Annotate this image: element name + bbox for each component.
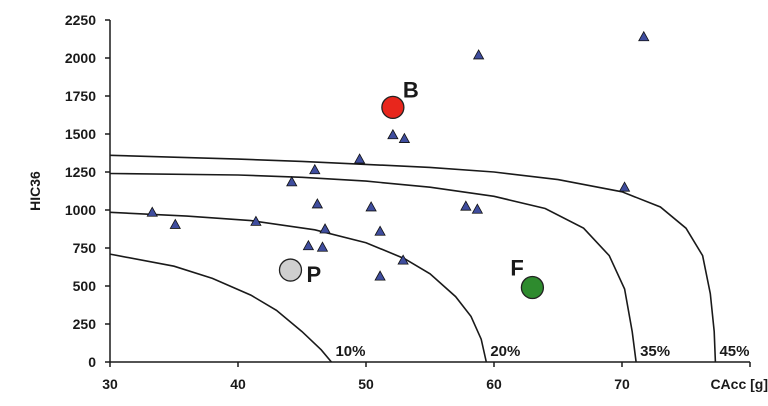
- point-B: [381, 95, 405, 120]
- triangle-point: [146, 206, 158, 217]
- triangle-point: [374, 225, 386, 236]
- curve-45pct: [109, 154, 717, 363]
- triangle-point: [316, 241, 329, 252]
- y-tick-label: 750: [73, 240, 97, 256]
- triangle-point: [302, 239, 315, 251]
- curve-label-35pct: 35%: [640, 343, 670, 360]
- y-tick-label: 2250: [65, 12, 96, 28]
- curve-label-10pct: 10%: [335, 343, 365, 360]
- curve-label-20pct: 20%: [490, 343, 520, 360]
- point-label-P: P: [306, 262, 321, 287]
- data-points: [146, 30, 650, 300]
- curve-20pct: [109, 211, 488, 363]
- triangle-point: [387, 128, 399, 140]
- triangle-point: [397, 254, 409, 265]
- triangle-point: [309, 163, 321, 175]
- x-tick-label: 30: [102, 376, 118, 392]
- x-tick-label: 40: [230, 376, 246, 392]
- triangle-point: [353, 153, 366, 164]
- triangle-point: [398, 132, 411, 143]
- point-label-B: B: [403, 77, 419, 102]
- y-axis-title: HIC36: [27, 171, 43, 211]
- y-tick-label: 1000: [65, 202, 96, 218]
- x-tick-label: 60: [486, 376, 502, 392]
- curve-35pct: [109, 172, 637, 363]
- triangle-point: [365, 201, 377, 212]
- x-tick-label: 50: [358, 376, 374, 392]
- triangle-point: [311, 198, 324, 209]
- point-P: [278, 258, 303, 282]
- y-tick-label: 250: [73, 316, 97, 332]
- y-tick-label: 1750: [65, 88, 96, 104]
- chart-labels: 10% 20% 35% 45% 0 250 500 750 1000 1250 1500 1750 20…: [27, 12, 768, 392]
- triangle-point: [250, 215, 262, 226]
- x-axis-title: CAcc [g]: [710, 376, 768, 392]
- y-tick-label: 1500: [65, 126, 96, 142]
- curve-10pct: [109, 253, 333, 363]
- point-F: [520, 275, 545, 300]
- triangle-point: [472, 49, 485, 60]
- y-tick-label: 0: [88, 354, 96, 370]
- point-label-F: F: [510, 256, 523, 281]
- triangle-point: [169, 218, 181, 229]
- curve-label-45pct: 45%: [719, 343, 749, 360]
- x-tick-label: 70: [614, 376, 630, 392]
- triangle-point: [319, 223, 331, 234]
- triangle-point: [618, 181, 631, 192]
- triangle-point: [374, 270, 386, 281]
- y-tick-label: 2000: [65, 50, 96, 66]
- y-tick-label: 500: [73, 278, 97, 294]
- triangle-point: [471, 203, 484, 214]
- y-tick-label: 1250: [65, 164, 96, 180]
- axes: [105, 19, 751, 367]
- triangle-point: [286, 176, 298, 187]
- triangle-point: [638, 30, 650, 42]
- triangle-point: [460, 200, 472, 211]
